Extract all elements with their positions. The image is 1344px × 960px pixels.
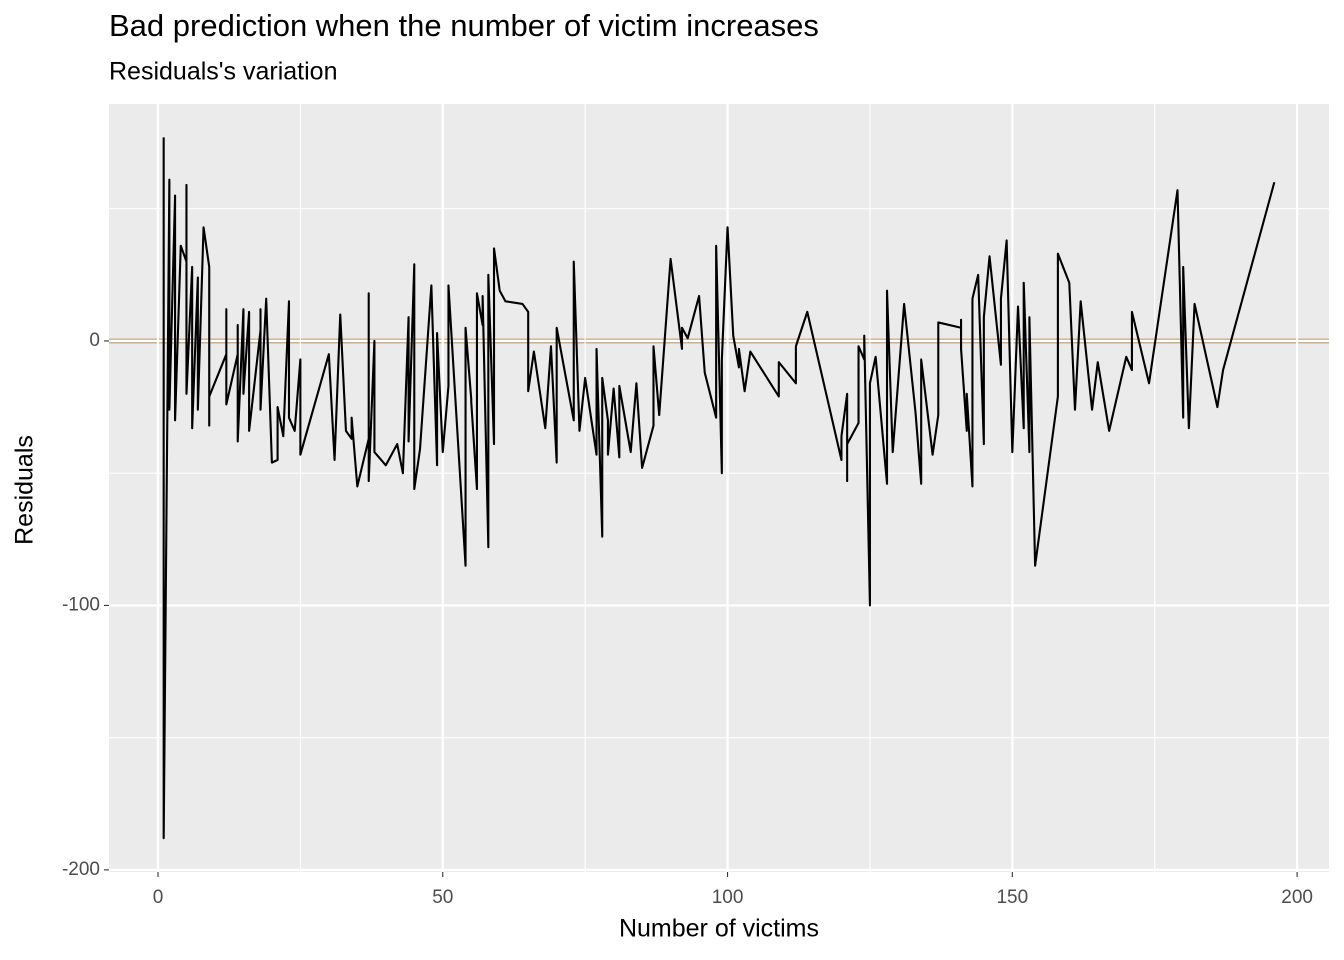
y-tick-label: -100	[62, 594, 100, 615]
x-tick-label: 200	[1281, 887, 1313, 908]
chart-subtitle: Residuals's variation	[109, 58, 338, 86]
x-tick-label: 100	[712, 887, 744, 908]
x-tick-label: 150	[996, 887, 1028, 908]
x-tick-label: 50	[432, 887, 453, 908]
y-tick-label: -200	[62, 859, 100, 880]
x-axis-title: Number of victims	[619, 915, 819, 943]
chart-title: Bad prediction when the number of victim…	[109, 8, 819, 43]
y-tick-label: 0	[89, 330, 100, 351]
x-tick-label: 0	[153, 887, 164, 908]
data-line	[162, 137, 1276, 840]
panel	[109, 104, 1329, 872]
y-axis-title: Residuals	[11, 435, 39, 545]
